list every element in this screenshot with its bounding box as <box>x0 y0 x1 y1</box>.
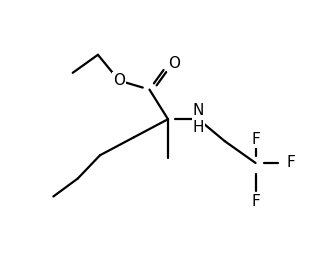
Text: F: F <box>251 194 260 209</box>
Text: N
H: N H <box>193 103 204 135</box>
Text: F: F <box>287 155 295 170</box>
Text: O: O <box>113 73 125 88</box>
Text: O: O <box>168 56 180 71</box>
Text: F: F <box>251 132 260 147</box>
